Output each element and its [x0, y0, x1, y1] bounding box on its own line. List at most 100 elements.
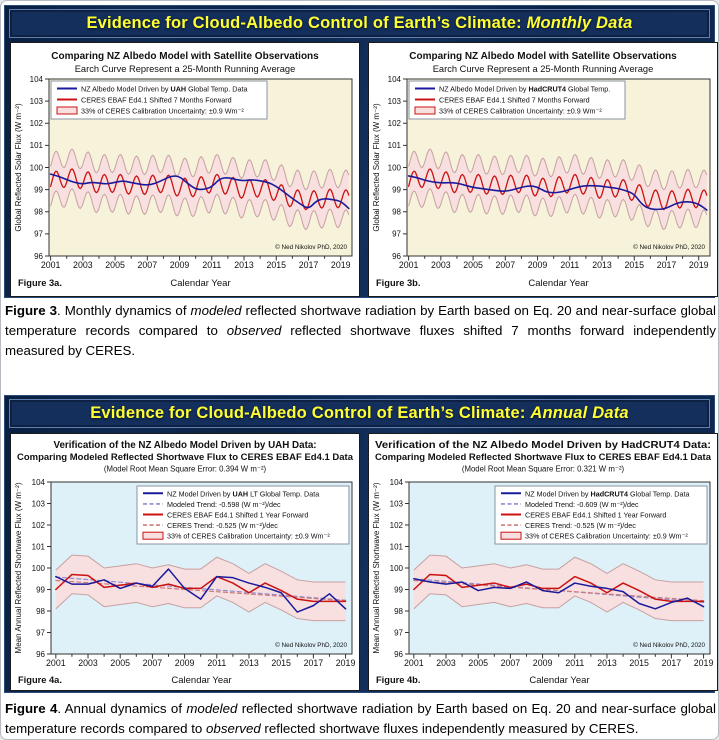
svg-text:97: 97: [34, 230, 43, 239]
svg-text:2005: 2005: [110, 658, 130, 668]
svg-text:101: 101: [32, 542, 46, 551]
svg-text:2015: 2015: [271, 658, 291, 668]
svg-text:2007: 2007: [501, 658, 521, 668]
chart-figure-3a: Comparing NZ Albedo Model with Satellite…: [10, 42, 360, 297]
svg-text:33% of CERES Calibration Uncer: 33% of CERES Calibration Uncertainty: ±0…: [525, 532, 688, 541]
svg-text:2003: 2003: [436, 658, 456, 668]
figure-4-block: Evidence for Cloud-Albedo Control of Ear…: [4, 395, 718, 693]
svg-text:CERES EBAF Ed4.1 Shifted 1 Yea: CERES EBAF Ed4.1 Shifted 1 Year Forward: [525, 511, 666, 520]
svg-text:102: 102: [390, 521, 404, 530]
svg-text:2011: 2011: [202, 260, 221, 270]
svg-text:(Model Root Mean Square Error:: (Model Root Mean Square Error: 0.321 W m…: [462, 465, 625, 474]
svg-text:103: 103: [30, 97, 44, 106]
svg-text:98: 98: [394, 607, 403, 616]
svg-text:Figure 4a.: Figure 4a.: [18, 675, 62, 685]
banner-title-main: Evidence for Cloud-Albedo Control of Ear…: [86, 14, 527, 32]
svg-text:103: 103: [388, 97, 402, 106]
svg-text:Comparing Modeled Reflected Sh: Comparing Modeled Reflected Shortwave Fl…: [17, 452, 354, 462]
svg-text:Mean Annual Reflected Shortwav: Mean Annual Reflected Shortwave Flux (W …: [14, 482, 23, 653]
svg-text:102: 102: [30, 119, 44, 128]
svg-text:Earch Curve Represent a 25-Mon: Earch Curve Represent a 25-Month Running…: [433, 64, 654, 74]
svg-text:96: 96: [394, 650, 403, 659]
svg-text:CERES EBAF Ed4.1 Shifted 7 Mon: CERES EBAF Ed4.1 Shifted 7 Months Forwar…: [439, 96, 590, 105]
svg-text:99: 99: [392, 185, 401, 194]
svg-text:102: 102: [388, 119, 402, 128]
svg-text:100: 100: [390, 564, 404, 573]
svg-text:2005: 2005: [468, 658, 488, 668]
svg-text:© Ned Nikolov PhD, 2020: © Ned Nikolov PhD, 2020: [275, 243, 347, 251]
svg-text:98: 98: [34, 208, 43, 217]
svg-text:96: 96: [392, 252, 401, 261]
svg-text:2017: 2017: [657, 260, 677, 270]
figure-4-panels: Verification of the NZ Albedo Model Driv…: [10, 433, 718, 691]
svg-text:101: 101: [390, 542, 404, 551]
svg-text:CERES EBAF Ed4.1 Shifted 7 Mon: CERES EBAF Ed4.1 Shifted 7 Months Forwar…: [81, 96, 232, 105]
svg-text:Figure 3a.: Figure 3a.: [18, 278, 62, 288]
svg-text:2001: 2001: [46, 658, 66, 668]
svg-text:2019: 2019: [336, 658, 356, 668]
svg-text:102: 102: [32, 521, 46, 530]
svg-text:CERES EBAF Ed4.1 Shifted 1 Yea: CERES EBAF Ed4.1 Shifted 1 Year Forward: [167, 511, 308, 520]
svg-text:2015: 2015: [266, 260, 286, 270]
svg-text:CERES Trend: -0.525 (W m⁻²)/de: CERES Trend: -0.525 (W m⁻²)/dec: [525, 521, 636, 530]
figure-3-banner: Evidence for Cloud-Albedo Control of Ear…: [9, 9, 710, 38]
svg-text:Verification of the NZ Albedo: Verification of the NZ Albedo Model Driv…: [53, 440, 316, 451]
svg-text:Figure 4b.: Figure 4b.: [376, 675, 420, 685]
svg-text:Calendar Year: Calendar Year: [528, 278, 588, 289]
svg-text:Verification of the NZ Albedo: Verification of the NZ Albedo Model Driv…: [375, 440, 711, 451]
svg-text:104: 104: [388, 75, 402, 84]
svg-text:103: 103: [390, 499, 404, 508]
svg-text:2011: 2011: [565, 658, 584, 668]
svg-text:2009: 2009: [170, 260, 190, 270]
svg-text:2019: 2019: [689, 260, 709, 270]
svg-text:2009: 2009: [175, 658, 195, 668]
svg-text:Figure 3b.: Figure 3b.: [376, 278, 420, 288]
svg-text:2005: 2005: [105, 260, 125, 270]
svg-text:Modeled Trend: -0.609 (W m⁻²)/: Modeled Trend: -0.609 (W m⁻²)/dec: [525, 500, 639, 509]
svg-text:2005: 2005: [463, 260, 483, 270]
svg-text:© Ned Nikolov PhD, 2020: © Ned Nikolov PhD, 2020: [633, 641, 705, 649]
svg-text:2011: 2011: [560, 260, 579, 270]
svg-text:97: 97: [36, 628, 45, 637]
svg-text:33% of CERES Calibration Uncer: 33% of CERES Calibration Uncertainty: ±0…: [167, 532, 330, 541]
svg-text:104: 104: [30, 75, 44, 84]
banner-title-main: Evidence for Cloud-Albedo Control of Ear…: [90, 404, 531, 422]
svg-text:101: 101: [388, 141, 402, 150]
svg-text:2001: 2001: [399, 260, 419, 270]
svg-text:2001: 2001: [404, 658, 424, 668]
svg-text:Modeled Trend: -0.598 (W m⁻²)/: Modeled Trend: -0.598 (W m⁻²)/dec: [167, 500, 281, 509]
svg-text:Comparing NZ Albedo Model with: Comparing NZ Albedo Model with Satellite…: [409, 51, 677, 62]
svg-text:2013: 2013: [592, 260, 612, 270]
svg-text:99: 99: [394, 585, 403, 594]
figure-3-caption: Figure 3. Monthly dynamics of modeled re…: [5, 303, 716, 359]
svg-text:2003: 2003: [78, 658, 98, 668]
svg-text:103: 103: [32, 499, 46, 508]
svg-text:2013: 2013: [234, 260, 254, 270]
svg-text:2019: 2019: [331, 260, 351, 270]
svg-text:NZ Model Driven by UAH LT Glob: NZ Model Driven by UAH LT Global Temp. D…: [167, 489, 319, 498]
svg-text:Calendar Year: Calendar Year: [171, 675, 231, 686]
svg-text:2015: 2015: [624, 260, 644, 270]
svg-text:Comparing NZ Albedo Model with: Comparing NZ Albedo Model with Satellite…: [51, 51, 319, 62]
svg-text:2017: 2017: [299, 260, 319, 270]
figure-4-banner-title: Evidence for Cloud-Albedo Control of Ear…: [90, 404, 629, 423]
svg-text:100: 100: [388, 163, 402, 172]
svg-text:2003: 2003: [73, 260, 93, 270]
svg-text:© Ned Nikolov PhD, 2020: © Ned Nikolov PhD, 2020: [633, 243, 705, 251]
svg-text:2019: 2019: [694, 658, 714, 668]
svg-text:(Model Root Mean Square Error:: (Model Root Mean Square Error: 0.394 W m…: [104, 465, 267, 474]
svg-text:33% of CERES Calibration Uncer: 33% of CERES Calibration Uncertainty: ±0…: [439, 107, 602, 116]
svg-text:NZ Albedo Model Driven by UAH: NZ Albedo Model Driven by UAH Global Tem…: [81, 85, 247, 94]
svg-text:101: 101: [30, 141, 44, 150]
svg-text:2003: 2003: [431, 260, 451, 270]
svg-text:2007: 2007: [496, 260, 516, 270]
svg-text:Calendar Year: Calendar Year: [170, 278, 230, 289]
svg-text:2017: 2017: [662, 658, 682, 668]
svg-text:2017: 2017: [304, 658, 324, 668]
svg-text:© Ned Nikolov PhD, 2020: © Ned Nikolov PhD, 2020: [275, 641, 347, 649]
svg-text:96: 96: [36, 650, 45, 659]
svg-text:100: 100: [32, 564, 46, 573]
banner-title-emphasis: Annual Data: [530, 404, 629, 422]
figure-3-banner-title: Evidence for Cloud-Albedo Control of Ear…: [86, 14, 632, 33]
